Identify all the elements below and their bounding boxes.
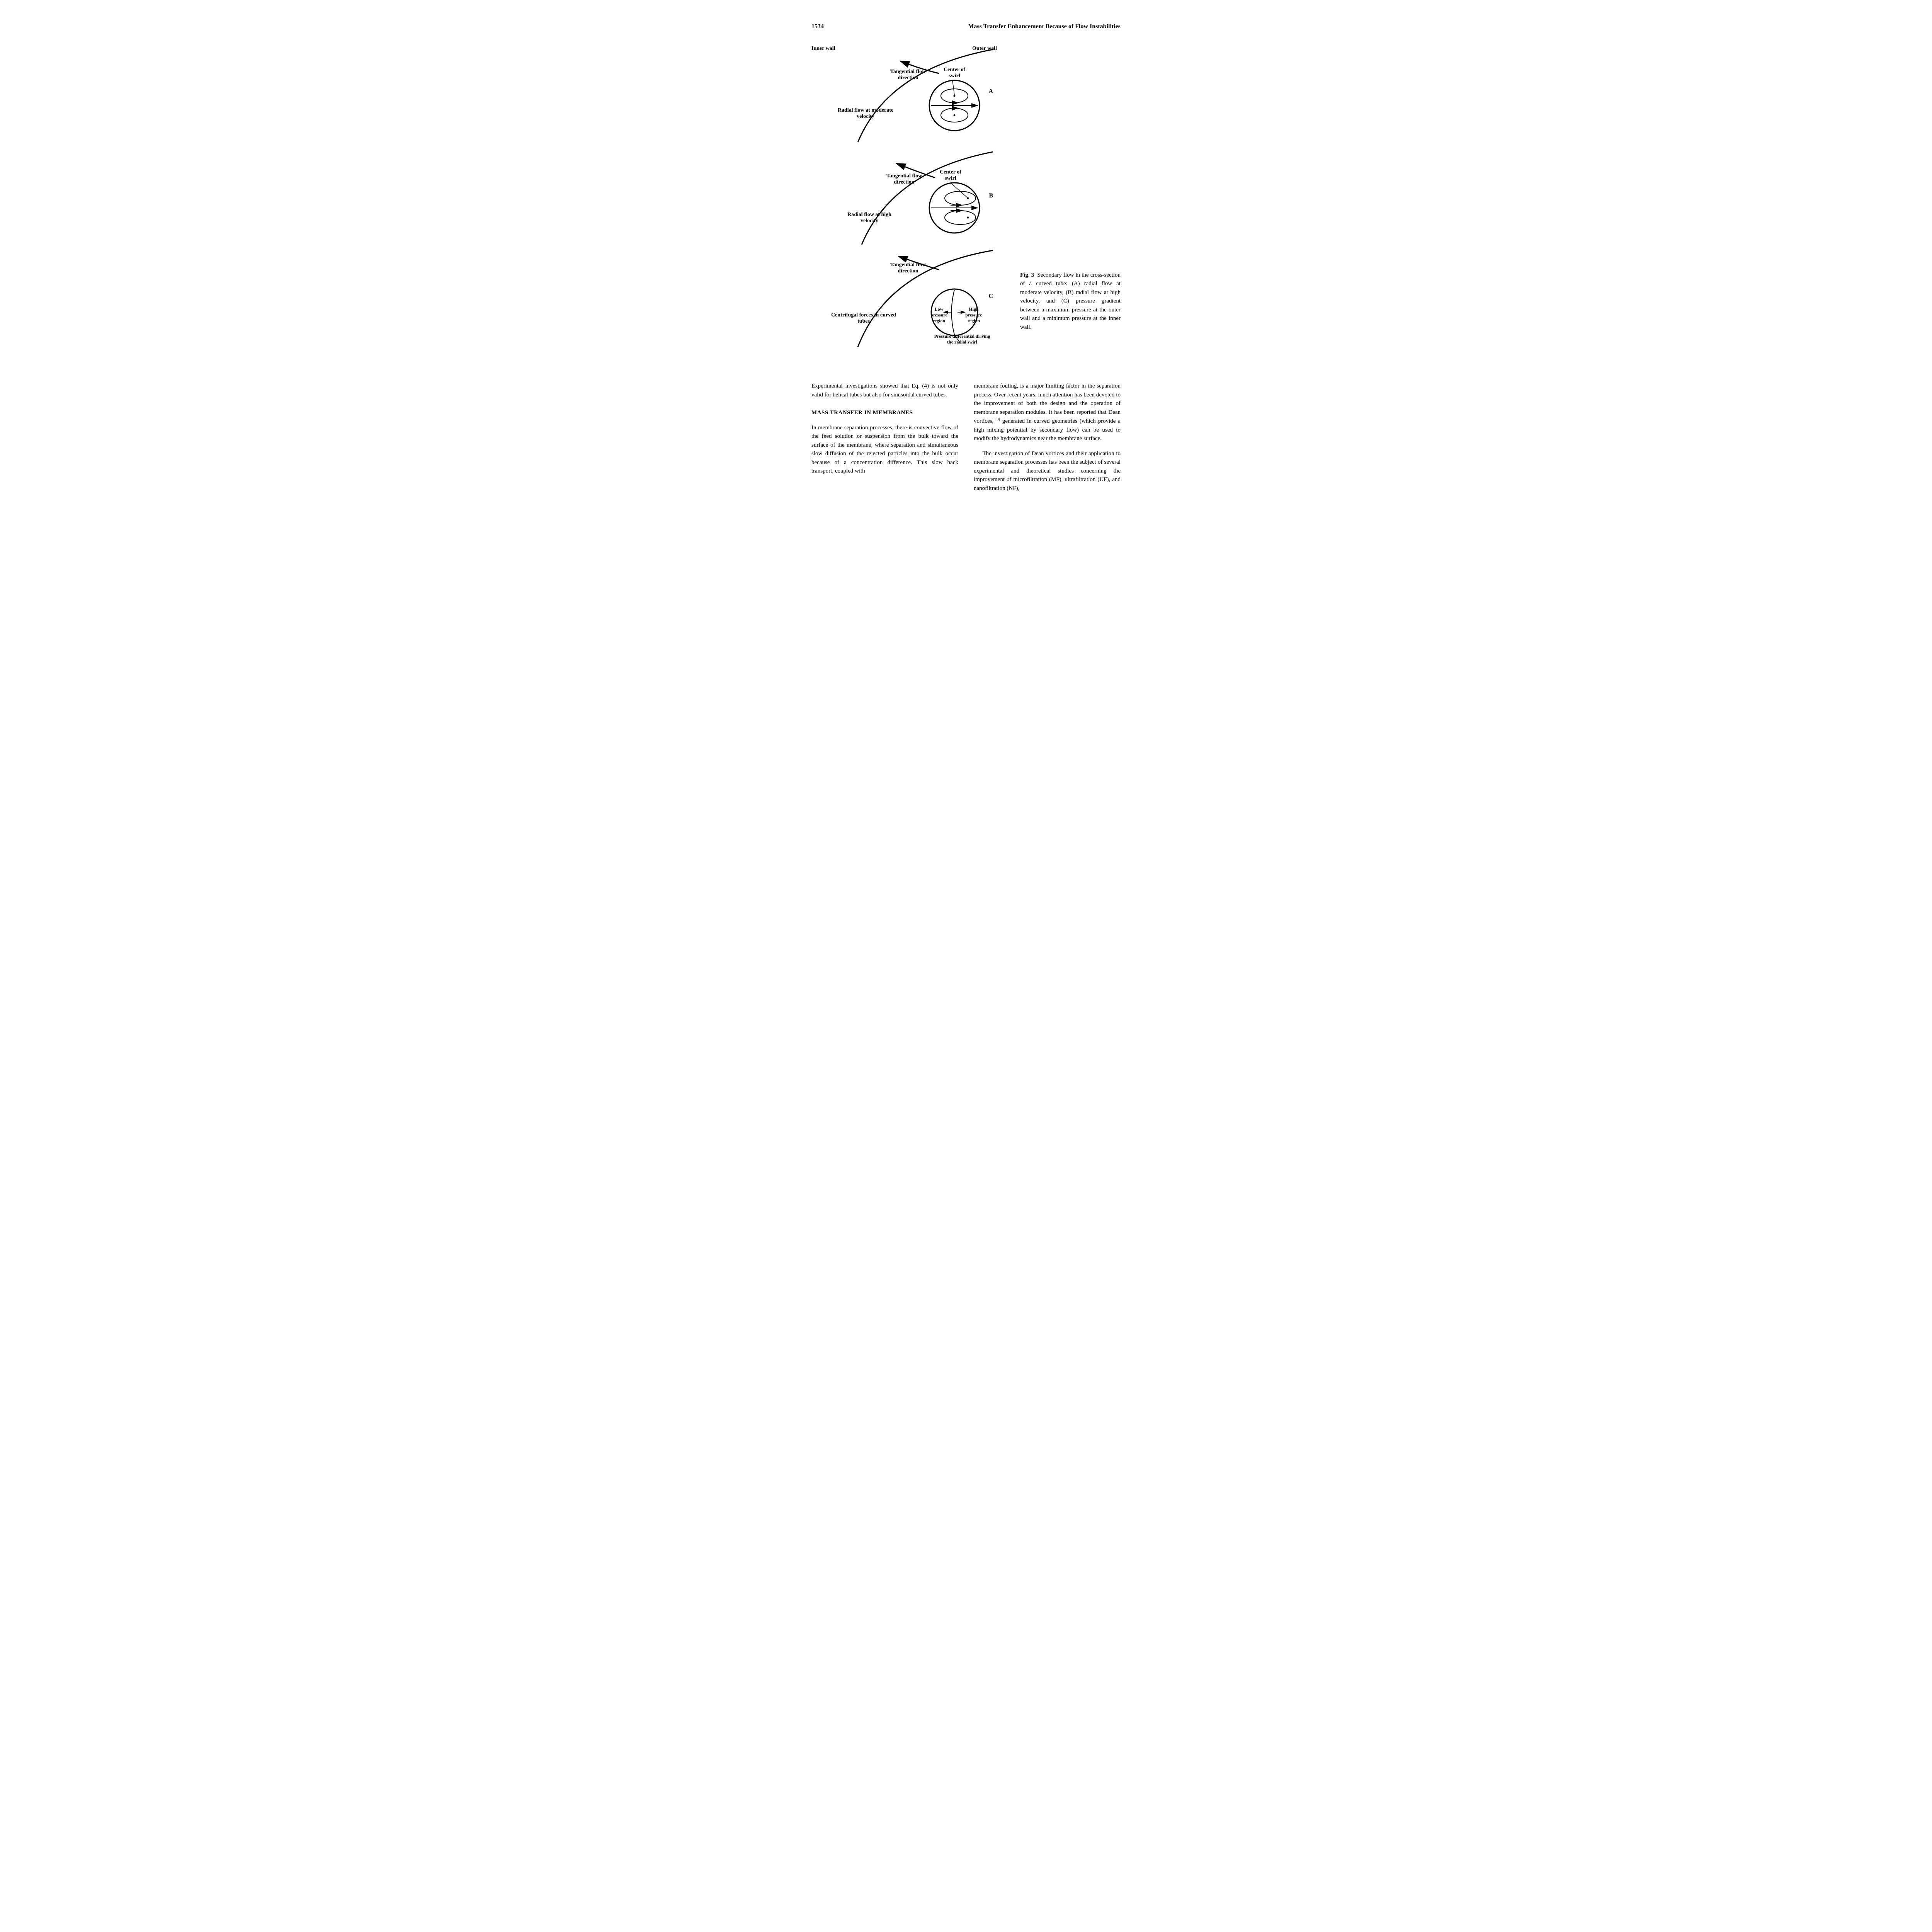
figure-3: Inner wall Outer wall Tangential flow di… [811, 46, 1121, 362]
running-title: Mass Transfer Enhancement Because of Flo… [968, 23, 1121, 30]
right-para-1: membrane fouling, is a major limiting fa… [974, 382, 1121, 443]
citation-13: [13] [993, 417, 1000, 422]
panel-letter-a: A [988, 88, 993, 95]
label-pressure-diff: Pressure differential driving the radial… [931, 333, 993, 345]
section-heading: MASS TRANSFER IN MEMBRANES [811, 408, 958, 417]
page-number: 1534 [811, 23, 824, 30]
diagram-panel-b: Tangential flow direction Center of swir… [811, 146, 1012, 247]
label-outer-wall: Outer wall [972, 46, 997, 52]
label-high-pressure: High pressure region [962, 306, 985, 324]
label-inner-wall: Inner wall [811, 46, 835, 52]
left-para-1: Experimental investigations showed that … [811, 382, 958, 399]
label-low-pressure: Low pressure region [927, 306, 951, 324]
diagram-panel-a: Inner wall Outer wall Tangential flow di… [811, 46, 1012, 146]
left-column: Experimental investigations showed that … [811, 382, 958, 499]
label-tangential-b: Tangential flow direction [881, 173, 927, 185]
diagram-svg-b [811, 146, 1012, 247]
figure-diagrams: Inner wall Outer wall Tangential flow di… [811, 46, 1012, 362]
body-text: Experimental investigations showed that … [811, 382, 1121, 499]
figure-caption-column: Fig. 3 Secondary flow in the cross-secti… [1020, 46, 1121, 362]
label-centrifugal: Centrifugal forces in curved tubes [831, 312, 896, 325]
label-tangential-a: Tangential flow direction [885, 69, 931, 81]
right-para-2: The investigation of Dean vortices and t… [974, 449, 1121, 493]
page-header: 1534 Mass Transfer Enhancement Because o… [811, 23, 1121, 30]
panel-letter-c: C [988, 293, 993, 300]
label-center-swirl-b: Center of swirl [935, 169, 966, 182]
right-column: membrane fouling, is a major limiting fa… [974, 382, 1121, 499]
diagram-svg-a [811, 46, 1012, 146]
figure-caption-text: Secondary flow in the cross-section of a… [1020, 272, 1121, 330]
diagram-panel-c: Tangential flow direction Centrifugal fo… [811, 247, 1012, 362]
label-radial-moderate: Radial flow at moderate velocity [831, 107, 900, 120]
right-para-1b: generated in curved geometries (which pr… [974, 418, 1121, 442]
label-tangential-c: Tangential flow direction [885, 262, 931, 274]
label-center-swirl-a: Center of swirl [939, 67, 970, 79]
figure-caption: Fig. 3 Secondary flow in the cross-secti… [1020, 271, 1121, 332]
panel-letter-b: B [989, 192, 993, 199]
left-para-2: In membrane separation processes, there … [811, 423, 958, 476]
figure-caption-label: Fig. 3 [1020, 272, 1034, 278]
label-radial-high: Radial flow at high velocity [838, 212, 900, 224]
